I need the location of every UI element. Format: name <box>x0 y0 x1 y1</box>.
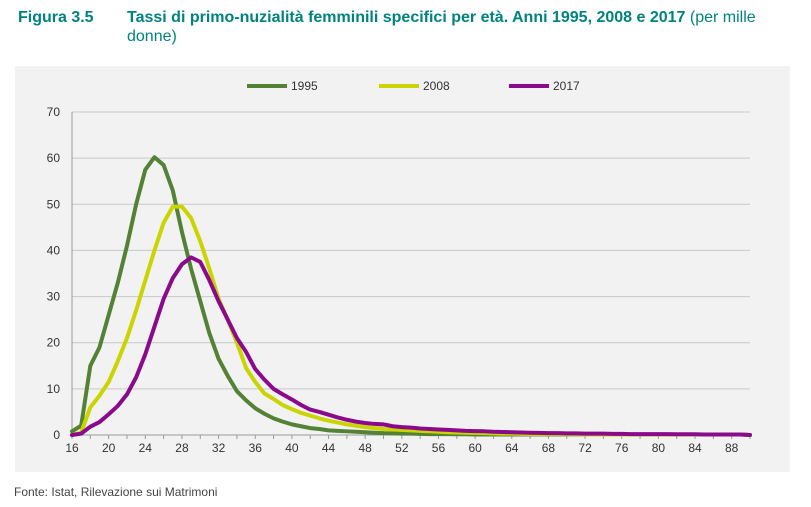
y-tick-label-70: 70 <box>47 105 61 119</box>
legend-label-2017: 2017 <box>553 79 580 93</box>
figure-title: Tassi di primo-nuzialità femminili speci… <box>127 9 686 26</box>
chart-panel: 0 10 20 30 40 50 60 70 16 20 24 28 32 36 40 44 48 52 56 60 6… <box>15 66 790 472</box>
y-tick-label-10: 10 <box>47 382 61 396</box>
x-tick-label-80: 80 <box>652 441 666 455</box>
y-tick-label-60: 60 <box>47 151 61 165</box>
figure-title-block: Tassi di primo-nuzialità femminili speci… <box>127 8 803 46</box>
y-tick-label-50: 50 <box>47 197 61 211</box>
y-tick-label-30: 30 <box>47 290 61 304</box>
x-tick-label-88: 88 <box>725 441 739 455</box>
y-tick-label-40: 40 <box>47 243 61 257</box>
legend-label-2008: 2008 <box>423 79 450 93</box>
x-tick-label-48: 48 <box>359 441 373 455</box>
x-tick-label-20: 20 <box>102 441 116 455</box>
source-note: Fonte: Istat, Rilevazione sui Matrimoni <box>14 485 218 499</box>
x-tick-label-56: 56 <box>432 441 446 455</box>
axes: 0 10 20 30 40 50 60 70 16 20 24 28 32 36 40 44 48 52 56 60 6… <box>47 105 751 455</box>
x-tick-label-32: 32 <box>212 441 226 455</box>
x-tick-label-76: 76 <box>615 441 629 455</box>
y-tick-label-0: 0 <box>53 428 60 442</box>
line-chart: 0 10 20 30 40 50 60 70 16 20 24 28 32 36 40 44 48 52 56 60 6… <box>47 79 752 455</box>
legend: 1995 2008 2017 <box>247 79 580 93</box>
legend-label-1995: 1995 <box>291 79 318 93</box>
x-tick-label-36: 36 <box>249 441 263 455</box>
figure-number: Figura 3.5 <box>18 9 94 26</box>
x-tick-label-64: 64 <box>505 441 519 455</box>
x-tick-label-44: 44 <box>322 441 336 455</box>
x-tick-label-24: 24 <box>139 441 153 455</box>
x-tick-label-28: 28 <box>175 441 189 455</box>
y-tick-label-20: 20 <box>47 336 61 350</box>
figure-subtitle: (per mille donne) <box>127 9 756 45</box>
x-tick-label-84: 84 <box>688 441 702 455</box>
series-line-2017 <box>70 255 752 437</box>
x-tick-label-40: 40 <box>285 441 299 455</box>
series-line-2008 <box>70 204 752 437</box>
x-tick-label-68: 68 <box>542 441 556 455</box>
x-tick-label-52: 52 <box>395 441 409 455</box>
x-tick-label-60: 60 <box>468 441 482 455</box>
grid-lines <box>72 111 750 390</box>
x-tick-label-72: 72 <box>578 441 592 455</box>
x-tick-label-16: 16 <box>65 441 79 455</box>
series-lines <box>70 155 752 437</box>
